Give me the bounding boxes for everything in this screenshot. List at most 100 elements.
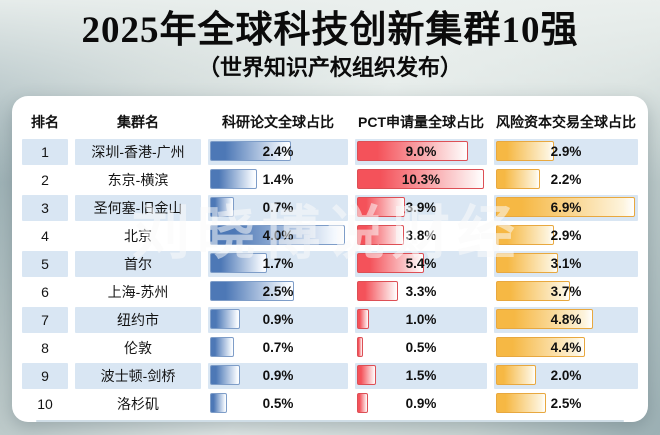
papers-bar-cell: 0.9%: [208, 306, 348, 333]
cluster-name-cell: 波士顿-剑桥: [75, 362, 201, 389]
pct-bar-cell: 3.8%: [355, 223, 487, 249]
vc-bar-cell: 2.0%: [494, 362, 638, 389]
cluster-name-cell: 圣何塞-旧金山: [75, 194, 201, 221]
header-cluster: 集群名: [117, 114, 159, 130]
pct-value: 3.8%: [405, 227, 437, 243]
rank-cell: 10: [37, 395, 53, 412]
pct-databar: [357, 252, 424, 273]
papers-bar-cell: 4.0%: [208, 223, 348, 249]
table-body: 1 深圳-香港-广州 2.4% 9.0% 2.9% 2 东京-横滨 1.4% 10.3% 2.2%…: [22, 138, 638, 417]
vc-value: 2.2%: [550, 171, 582, 187]
cluster-name-cell: 伦敦: [124, 339, 152, 356]
vc-bar-cell: 3.1%: [494, 250, 638, 277]
papers-value: 0.5%: [262, 395, 294, 411]
papers-bar-cell: 0.9%: [208, 362, 348, 389]
papers-bar-cell: 0.5%: [208, 391, 348, 417]
cluster-name-cell: 纽约市: [75, 306, 201, 333]
cluster-name-cell: 北京: [124, 227, 152, 244]
table-bottom-divider: [36, 420, 624, 422]
table-row: 1 深圳-香港-广州 2.4% 9.0% 2.9%: [22, 138, 638, 165]
pct-databar: [357, 336, 364, 357]
pct-bar-cell: 0.5%: [355, 335, 487, 361]
rank-cell: 2: [41, 171, 49, 188]
table-row: 10 洛杉矶 0.5% 0.9% 2.5%: [22, 390, 638, 417]
vc-value: 3.1%: [550, 255, 582, 271]
pct-bar-cell: 1.0%: [355, 306, 487, 333]
vc-value: 3.7%: [550, 283, 582, 299]
pct-databar: [357, 196, 406, 217]
rank-cell: 6: [41, 283, 49, 300]
papers-databar: [210, 252, 268, 273]
table-row: 4 北京 4.0% 3.8% 2.9%: [22, 222, 638, 249]
pct-databar: [357, 308, 370, 329]
vc-value: 2.9%: [550, 143, 582, 159]
pct-value: 3.9%: [405, 199, 437, 215]
header-pct: PCT申请量全球占比: [358, 114, 484, 130]
pct-databar: [357, 224, 404, 245]
pct-value: 0.9%: [405, 395, 437, 411]
pct-bar-cell: 9.0%: [355, 138, 487, 165]
rank-cell: 3: [22, 194, 68, 221]
pct-bar-cell: 5.4%: [355, 250, 487, 277]
pct-databar: [357, 364, 376, 385]
vc-databar: [496, 140, 555, 161]
papers-bar-cell: 2.4%: [208, 138, 348, 165]
vc-bar-cell: 4.4%: [494, 335, 638, 361]
vc-databar: [496, 224, 555, 245]
pct-value: 9.0%: [405, 143, 437, 159]
papers-databar: [210, 280, 295, 301]
vc-value: 2.5%: [550, 395, 582, 411]
pct-value: 5.4%: [405, 255, 437, 271]
table-row: 3 圣何塞-旧金山 0.7% 3.9% 6.9%: [22, 194, 638, 221]
pct-databar: [357, 168, 485, 189]
papers-value: 0.9%: [262, 367, 294, 383]
papers-databar: [210, 364, 241, 385]
pct-value: 3.3%: [405, 283, 437, 299]
cluster-name-cell: 深圳-香港-广州: [75, 138, 201, 165]
table-row: 2 东京-横滨 1.4% 10.3% 2.2%: [22, 166, 638, 193]
papers-value: 2.5%: [262, 283, 294, 299]
vc-databar: [496, 168, 541, 189]
cluster-name-cell: 上海-苏州: [107, 283, 169, 300]
pct-value: 0.5%: [405, 339, 437, 355]
page-title: 2025年全球科技创新集群10强: [81, 10, 579, 51]
papers-databar: [210, 224, 346, 245]
vc-bar-cell: 2.2%: [494, 167, 638, 193]
cluster-name-cell: 洛杉矶: [117, 395, 159, 412]
vc-value: 4.8%: [550, 311, 582, 327]
pct-bar-cell: 3.3%: [355, 279, 487, 305]
vc-databar: [496, 196, 635, 217]
table-header-row: 排名 集群名 科研论文全球占比 PCT申请量全球占比 风险资本交易全球占比: [22, 106, 638, 138]
rank-cell: 9: [22, 362, 68, 389]
rank-cell: 5: [22, 250, 68, 277]
pct-value: 1.5%: [405, 367, 437, 383]
pct-value: 1.0%: [405, 311, 437, 327]
pct-databar: [357, 392, 369, 413]
vc-value: 4.4%: [550, 339, 582, 355]
papers-databar: [210, 392, 227, 413]
papers-bar-cell: 0.7%: [208, 335, 348, 361]
header-vc: 风险资本交易全球占比: [496, 114, 636, 130]
papers-databar: [210, 168, 258, 189]
rank-cell: 1: [22, 138, 68, 165]
papers-databar: [210, 196, 234, 217]
pct-databar: [357, 280, 398, 301]
pct-databar: [357, 140, 469, 161]
vc-value: 2.0%: [550, 367, 582, 383]
table-row: 9 波士顿-剑桥 0.9% 1.5% 2.0%: [22, 362, 638, 389]
page-subtitle: （世界知识产权组织发布）: [197, 55, 462, 80]
papers-databar: [210, 308, 241, 329]
table-row: 8 伦敦 0.7% 0.5% 4.4%: [22, 334, 638, 361]
papers-value: 0.7%: [262, 339, 294, 355]
papers-databar: [210, 336, 234, 357]
pct-bar-cell: 0.9%: [355, 391, 487, 417]
vc-bar-cell: 4.8%: [494, 306, 638, 333]
papers-bar-cell: 0.7%: [208, 194, 348, 221]
rank-cell: 7: [22, 306, 68, 333]
vc-databar: [496, 364, 537, 385]
vc-bar-cell: 3.7%: [494, 279, 638, 305]
vc-databar: [496, 280, 571, 301]
rank-cell: 4: [41, 227, 49, 244]
papers-value: 4.0%: [262, 227, 294, 243]
